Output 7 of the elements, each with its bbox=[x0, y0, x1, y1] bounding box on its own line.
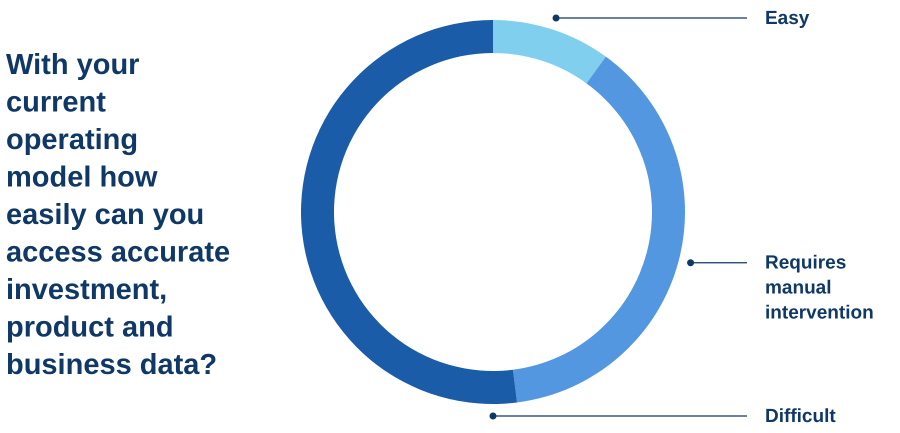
slice-label: Requires manual intervention bbox=[765, 252, 874, 324]
donut-slice bbox=[493, 20, 606, 84]
slice-label: Easy bbox=[765, 8, 810, 29]
donut-slice bbox=[512, 56, 685, 402]
chart-title: With your current operating model how easily can you access accurate investment, product and business data? bbox=[6, 48, 230, 381]
donut-slice bbox=[301, 20, 518, 404]
slice-label: Difficult bbox=[765, 406, 836, 427]
